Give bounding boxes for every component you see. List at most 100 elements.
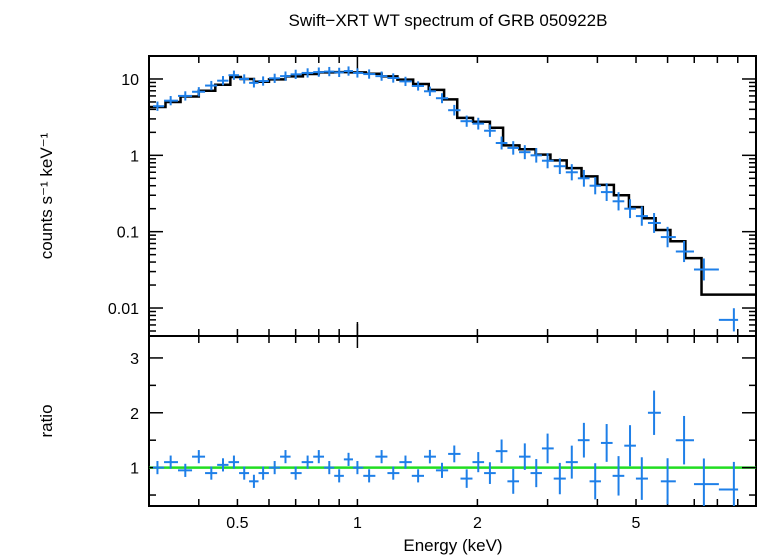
chart-title: Swift−XRT WT spectrum of GRB 050922B (289, 11, 608, 30)
spectrum-data-point (612, 192, 625, 211)
ratio-data-point (153, 461, 165, 475)
spectrum-panel: 10 1 0.1 0.01 counts s⁻¹ keV⁻¹ (37, 55, 757, 337)
spectrum-data-point (280, 71, 291, 81)
ratio-data-point (352, 461, 364, 475)
ratio-data-point (472, 452, 485, 473)
ratio-data-point (205, 466, 218, 480)
ratio-data-point (600, 424, 613, 462)
spectrum-data-point (334, 67, 344, 78)
ratio-data-point (280, 450, 291, 464)
ratio-data-point (375, 450, 388, 464)
spectrum-data-point (600, 183, 613, 201)
spectrum-y-tick-label: 0.01 (108, 301, 139, 318)
spectrum-data-point (164, 96, 178, 106)
ratio-data-point (507, 468, 520, 494)
spectrum-data-point (228, 70, 240, 80)
spectrum-data-point (324, 66, 335, 77)
ratio-data-point (589, 463, 601, 500)
ratio-data-point (177, 463, 193, 477)
spectrum-data-point (624, 199, 636, 219)
spectrum-data-point (363, 69, 376, 79)
spectrum-data-point (268, 73, 281, 83)
spectrum-data-point (675, 240, 694, 263)
spectrum-y-tick-label: 1 (130, 148, 139, 165)
spectrum-model-layer (149, 70, 756, 296)
ratio-data-point (424, 449, 436, 464)
ratio-y-axis-label: ratio (37, 404, 56, 437)
ratio-data-point (519, 443, 531, 470)
ratio-data-point (313, 450, 325, 464)
spectrum-data-point (387, 73, 400, 83)
x-tick-label: 2 (473, 515, 482, 532)
ratio-data-point (484, 462, 496, 484)
ratio-data-layer (153, 390, 739, 506)
x-tick-label: 1 (353, 515, 362, 532)
ratio-ticks: 1 2 3 0.5 1 2 5 (130, 324, 756, 532)
x-axis-label: Energy (keV) (403, 536, 502, 555)
ratio-data-point (192, 450, 206, 464)
ratio-data-point (343, 452, 353, 466)
ratio-data-point (530, 459, 542, 488)
spectrum-data-point (577, 169, 590, 187)
spectrum-y-tick-label: 10 (121, 72, 139, 89)
ratio-data-point (660, 458, 676, 505)
ratio-data-point (324, 461, 335, 475)
spectrum-data-layer (153, 66, 739, 332)
ratio-data-point (399, 455, 412, 469)
ratio-data-point (435, 462, 449, 478)
spectrum-data-point (239, 74, 250, 84)
model-step-line (149, 70, 756, 296)
ratio-data-point (635, 457, 648, 500)
ratio-panel: 1 2 3 0.5 1 2 5 ratio (37, 324, 757, 532)
spectrum-data-point (460, 115, 473, 127)
spectrum-y-tick-label: 0.1 (117, 225, 139, 242)
spectrum-y-axis-label: counts s⁻¹ keV⁻¹ (37, 132, 56, 259)
spectrum-data-point (177, 91, 193, 101)
spectrum-data-point (258, 76, 269, 86)
spectrum-data-point (205, 80, 218, 91)
ratio-y-tick-label: 1 (130, 461, 139, 478)
ratio-data-point (334, 469, 344, 483)
ratio-frame (148, 335, 757, 507)
ratio-data-point (553, 462, 566, 495)
ratio-data-point (495, 439, 508, 463)
spectrum-data-point (530, 148, 542, 163)
spectrum-data-point (660, 226, 676, 248)
ratio-data-point (718, 461, 739, 506)
ratio-data-point (647, 390, 661, 435)
spectrum-data-point (343, 66, 353, 76)
ratio-data-point (217, 458, 229, 472)
spectrum-data-point (647, 213, 661, 233)
spectrum-data-point (565, 164, 578, 181)
spectrum-data-point (217, 76, 229, 86)
spectrum-data-point (635, 206, 648, 226)
spectrum-data-point (249, 78, 259, 88)
spectrum-data-point (301, 68, 314, 78)
ratio-data-point (301, 455, 314, 469)
x-tick-label: 0.5 (226, 515, 248, 532)
spectrum-data-point (507, 141, 520, 155)
spectrum-data-point (693, 258, 719, 281)
spectrum-data-point (472, 117, 485, 130)
ratio-data-point (460, 469, 473, 488)
ratio-data-point (565, 445, 578, 479)
spectrum-data-point (541, 153, 554, 169)
ratio-data-point (249, 474, 259, 488)
ratio-data-point (363, 469, 376, 483)
ratio-data-point (239, 466, 250, 480)
spectrum-data-point (399, 76, 412, 87)
spectrum-frame (148, 55, 757, 337)
spectrum-data-point (375, 71, 388, 81)
ratio-data-point (258, 466, 269, 480)
spectrum-data-point (495, 136, 508, 150)
spectrum-data-point (519, 145, 531, 160)
x-tick-label: 5 (632, 515, 641, 532)
ratio-data-point (290, 466, 302, 480)
spectrum-data-point (192, 87, 206, 97)
ratio-data-point (693, 458, 719, 506)
spectrum-data-point (411, 81, 425, 91)
spectrum-data-point (553, 158, 566, 175)
spectrum-data-point (718, 308, 739, 332)
ratio-data-point (448, 445, 461, 463)
